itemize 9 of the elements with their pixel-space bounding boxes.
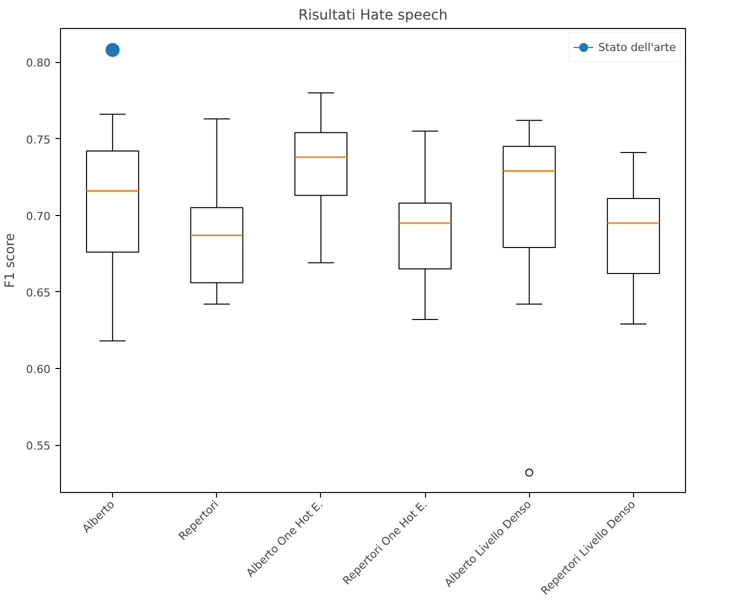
y-tick-label: 0.65 xyxy=(26,286,51,300)
y-tick-label: 0.75 xyxy=(26,133,51,146)
y-tick-label: 0.60 xyxy=(26,362,51,376)
legend-label: Stato dell'arte xyxy=(598,40,676,54)
y-tick-label: 0.80 xyxy=(26,56,51,70)
chart-title: Risultati Hate speech xyxy=(298,8,448,24)
y-tick-label: 0.70 xyxy=(26,210,51,223)
y-tick-label: 0.55 xyxy=(26,440,51,453)
y-axis-title: F1 score xyxy=(3,233,18,288)
